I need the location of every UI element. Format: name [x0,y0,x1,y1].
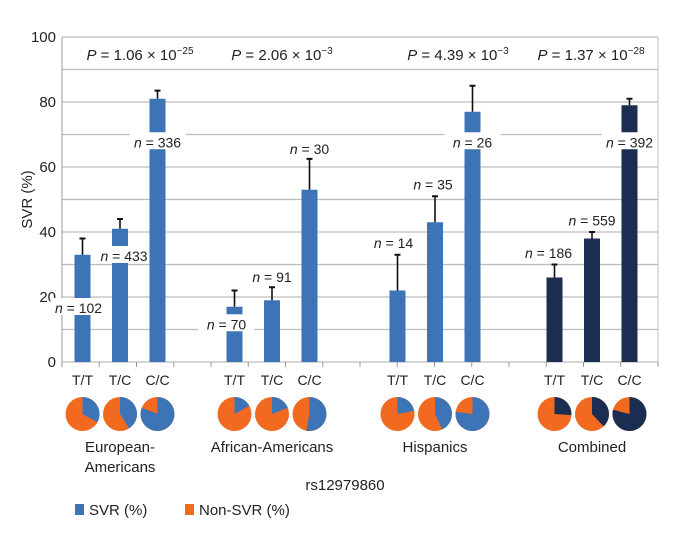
x-category-label: T/C [581,372,604,388]
n-label: n = 26 [453,134,493,150]
pie-svr-slice [272,397,288,414]
n-label: n = 186 [525,245,572,261]
n-label-background [601,132,658,150]
x-category-label: T/C [261,372,284,388]
n-label: n = 30 [290,141,330,157]
p-value-label: P = 4.39 × 10−3 [407,46,509,64]
group-label: African-Americans [211,439,334,456]
n-label: n = 336 [134,134,181,150]
y-tick-label: 40 [39,224,56,241]
y-tick-label: 100 [31,29,56,46]
n-label-background [198,314,255,332]
legend-swatch [185,504,194,515]
n-label: n = 14 [374,235,414,251]
y-tick-label: 80 [39,94,56,111]
pie-svr-slice [554,397,572,416]
group-label: Hispanics [402,439,467,456]
n-label: n = 91 [252,269,292,285]
pie-svr-slice [82,397,100,423]
p-value-label: P = 1.37 × 10−28 [537,46,644,64]
n-label: n = 433 [100,248,147,264]
legend-label: Non-SVR (%) [199,502,290,519]
pie-svr-slice [592,397,609,427]
x-category-label: C/C [297,372,321,388]
group-european-americans: P = 1.06 × 10−25 n = 102 T/T n = 433 T/C n = … [50,46,194,476]
bar [427,222,443,362]
pie-svr-slice [306,397,327,432]
group-label: European- [85,439,155,456]
legend-swatch [75,504,84,515]
n-label: n = 102 [55,300,102,316]
bar [584,238,600,362]
bar [546,277,563,362]
group-label: Americans [85,459,156,476]
x-category-label: T/C [424,372,447,388]
x-category-label: C/C [145,372,169,388]
pie-svr-slice [234,397,250,414]
bar [301,189,318,362]
x-category-label: T/T [544,372,565,388]
x-category-label: T/T [72,372,93,388]
bar [389,290,406,362]
pie-svr-slice [120,397,137,429]
pie-svr-slice [435,397,452,430]
x-category-label: T/T [387,372,408,388]
bar [464,111,481,362]
group-hispanics: P = 4.39 × 10−3 n = 14 T/T n = 35 T/C n = 26 C… [374,46,509,456]
group-african-americans: P = 2.06 × 10−3 n = 70 T/T n = 91 T/C n = 30 C… [198,46,334,456]
n-label: n = 559 [568,212,615,228]
group-combined: P = 1.37 × 10−28 n = 186 T/T n = 559 T/C n = … [525,46,658,456]
y-tick-label: 0 [48,354,56,371]
group-label: Combined [558,439,626,456]
pie-svr-slice [397,397,415,414]
n-label-background [50,298,107,315]
x-axis-label: rs12979860 [305,477,384,494]
n-label: n = 70 [207,316,247,332]
x-category-label: C/C [617,372,641,388]
bar [264,300,280,362]
n-label: n = 35 [413,177,453,193]
x-category-label: T/C [109,372,132,388]
pie-svr-slice [612,397,647,431]
n-label-background [444,132,501,150]
y-axis-label: SVR (%) [19,170,36,228]
p-value-label: P = 2.06 × 10−3 [231,46,333,64]
legend-label: SVR (%) [89,502,147,519]
p-value-label: P = 1.06 × 10−25 [86,46,193,64]
pie-svr-slice [140,397,175,432]
x-category-label: C/C [460,372,484,388]
n-label-background [129,132,186,150]
y-tick-label: 60 [39,159,56,176]
bar [621,105,638,362]
n-label-background [96,246,152,263]
bar [149,98,166,362]
pie-svr-slice [455,396,490,431]
n-label: n = 392 [606,134,653,150]
x-category-label: T/T [224,372,245,388]
